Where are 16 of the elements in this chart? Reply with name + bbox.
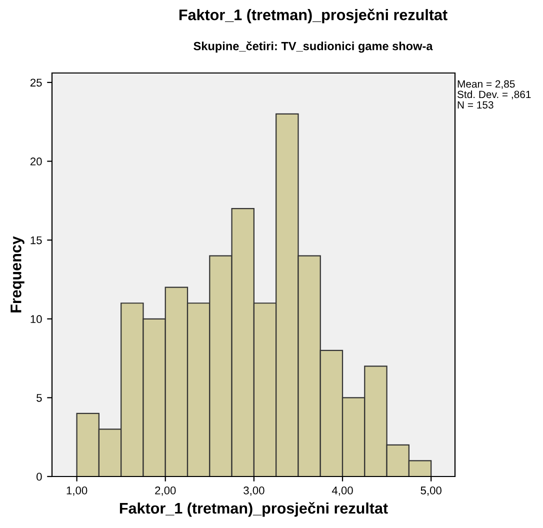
x-tick-label: 1,00	[66, 486, 88, 496]
text: Mean = 2,85 Std. Dev. = ,861 N = 153	[457, 80, 531, 109]
chart-subtitle: Skupine_četiri: TV_sudionici game show-a	[194, 41, 433, 53]
y-tick-label: 10	[30, 315, 42, 324]
x-tick-label: 3,00	[244, 486, 264, 496]
y-tick-label: 25	[30, 78, 42, 87]
x-tick-label: 2,00	[155, 486, 176, 496]
y-tick-label: 5	[36, 394, 42, 402]
y-tick-label: 0	[36, 472, 42, 481]
y-tick-label: 15	[30, 236, 42, 244]
x-axis-title: Faktor_1 (tretman)_prosječni rezultat	[120, 502, 388, 517]
x-tick-label: 5,00	[420, 486, 442, 496]
chart-title: Faktor_1 (tretman)_prosječni rezultat	[179, 8, 448, 24]
x-tick-label: 4,00	[332, 486, 353, 496]
y-tick-label: 20	[30, 158, 42, 166]
y-axis-title: Frequency	[10, 236, 24, 312]
